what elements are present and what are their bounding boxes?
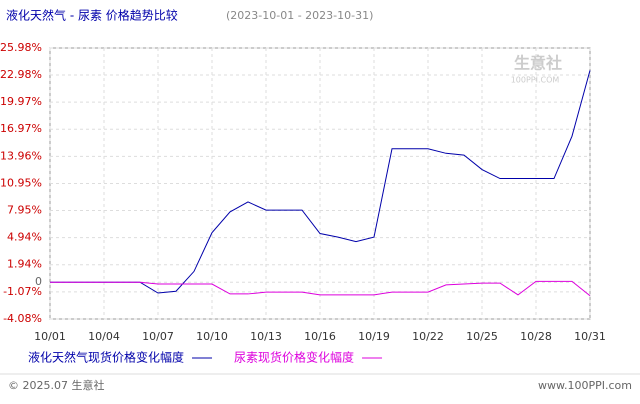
x-tick-label: 10/19 <box>358 330 390 343</box>
x-tick-label: 10/25 <box>466 330 498 343</box>
x-tick-label: 10/07 <box>142 330 174 343</box>
x-tick-label: 10/28 <box>520 330 552 343</box>
footer-left: © 2025.07 生意社 <box>8 378 104 392</box>
footer-right: www.100PPI.com <box>538 379 632 392</box>
chart-subtitle: (2023-10-01 - 2023-10-31) <box>226 9 373 22</box>
series-line <box>50 280 591 297</box>
chart-title: 液化天然气 - 尿素 价格趋势比较 <box>6 8 178 23</box>
y-tick-label: 4.94% <box>7 231 42 244</box>
watermark-sub: 100PPI.COM <box>511 76 560 85</box>
x-tick-label: 10/01 <box>34 330 66 343</box>
x-tick-label: 10/10 <box>196 330 228 343</box>
y-tick-label: 13.96% <box>0 149 42 162</box>
y-tick-label: -1.07% <box>3 285 42 298</box>
y-tick-label: 19.97% <box>0 95 42 108</box>
legend-label: 尿素现货价格变化幅度 <box>234 350 354 365</box>
y-tick-label: 0 <box>35 275 42 288</box>
y-tick-label: 25.98% <box>0 41 42 54</box>
y-tick-label: 10.95% <box>0 177 42 190</box>
x-tick-label: 10/16 <box>304 330 336 343</box>
y-tick-label: 16.97% <box>0 122 42 135</box>
watermark: 生意社 <box>514 54 562 73</box>
x-tick-label: 10/22 <box>412 330 444 343</box>
y-tick-label: 7.95% <box>7 204 42 217</box>
x-tick-label: 10/31 <box>574 330 606 343</box>
y-tick-label: 1.94% <box>7 258 42 271</box>
y-tick-label: 22.98% <box>0 68 42 81</box>
x-tick-label: 10/13 <box>250 330 282 343</box>
y-tick-label: -4.08% <box>3 312 42 325</box>
x-tick-label: 10/04 <box>88 330 120 343</box>
legend-label: 液化天然气现货价格变化幅度 <box>28 350 184 365</box>
